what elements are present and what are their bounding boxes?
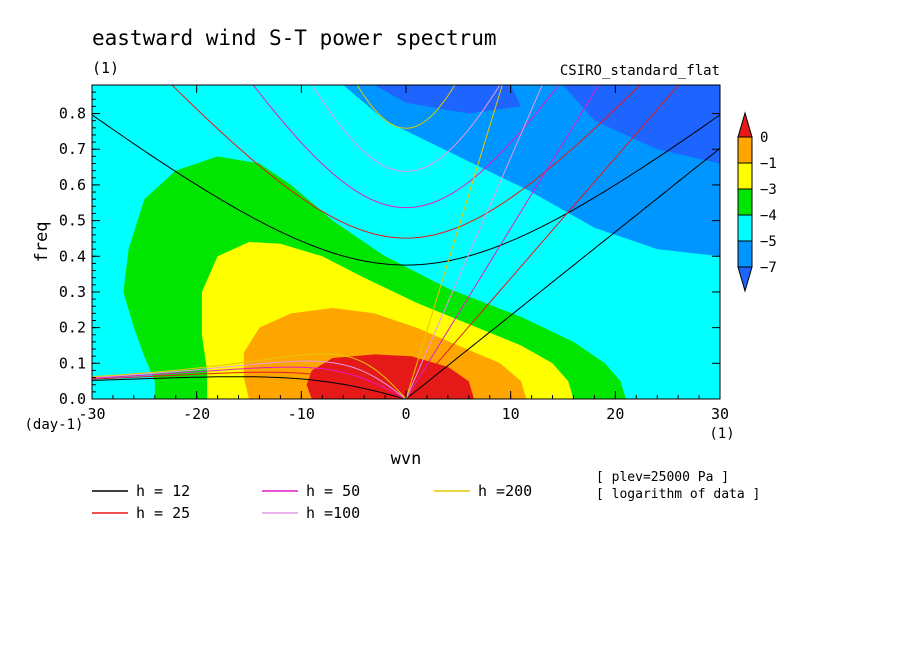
colorbar-segment — [737, 162, 753, 190]
x-tick-label: 30 — [711, 405, 729, 423]
colorbar-segment — [737, 240, 753, 268]
colorbar-label: −3 — [760, 182, 777, 198]
colorbar-segment — [737, 136, 753, 164]
x-tick-label: 20 — [606, 405, 624, 423]
gravity-curve-h12 — [92, 114, 720, 266]
y-axis: 0.0 0.1 0.2 0.3 0.4 0.5 0.6 0.7 0.8 — [59, 91, 720, 408]
chart-title: eastward wind S-T power spectrum — [92, 26, 497, 50]
colorbar: 0 −1 −3 −4 −5 −7 — [737, 111, 777, 293]
annotation-log: [ logarithm of data ] — [596, 487, 760, 502]
legend-label-h25: h = 25 — [136, 504, 190, 522]
y-tick-label: 0.8 — [59, 105, 86, 123]
gravity-curve-h100 — [311, 85, 501, 172]
legend-label-h50: h = 50 — [306, 482, 360, 500]
gravity-curve-h200 — [356, 85, 456, 129]
colorbar-label: −1 — [760, 156, 777, 172]
kelvin-curve-h200 — [405, 85, 503, 399]
colorbar-bottom-arrow — [737, 266, 753, 293]
y-axis-units: (day-1) — [24, 417, 83, 433]
y-tick-label: 0.7 — [59, 140, 86, 158]
y-tick-label: 0.1 — [59, 354, 86, 372]
x-tick-label: 10 — [502, 405, 520, 423]
plot-area — [92, 85, 720, 399]
rossby-curve-h50 — [92, 366, 407, 399]
x-axis-units: (1) — [709, 426, 734, 442]
y-tick-label: 0.5 — [59, 212, 86, 230]
y-tick-label: 0.4 — [59, 247, 86, 265]
colorbar-top-arrow — [737, 111, 753, 138]
kelvin-curve-h25 — [405, 85, 680, 399]
annotation-plev: [ plev=25000 Pa ] — [596, 470, 729, 485]
gravity-curve-h25 — [171, 85, 641, 239]
legend-label-h200: h =200 — [478, 482, 532, 500]
rossby-curve-h200 — [92, 353, 407, 399]
legend-label-h100: h =100 — [306, 504, 360, 522]
rossby-curve-h100 — [92, 360, 407, 399]
rossby-curve-h12 — [92, 376, 407, 399]
kelvin-curve-h50 — [405, 85, 600, 399]
colorbar-label: 0 — [760, 130, 768, 146]
dataset-label: CSIRO_standard_flat — [560, 63, 720, 79]
x-tick-label: -20 — [183, 405, 210, 423]
contour-band-below-minus7-east — [563, 85, 720, 164]
y-tick-label: 0.2 — [59, 319, 86, 337]
colorbar-segment — [737, 188, 753, 216]
colorbar-label: −7 — [760, 260, 777, 276]
gravity-curve-h50 — [252, 85, 560, 209]
x-tick-label: 0 — [401, 405, 410, 423]
kelvin-curve-h100 — [405, 85, 543, 399]
contour-band-below-minus7 — [374, 85, 522, 114]
title-units: (1) — [92, 59, 119, 77]
y-tick-label: 0.6 — [59, 176, 86, 194]
x-tick-label: -10 — [288, 405, 315, 423]
y-axis-label: freq — [32, 222, 52, 263]
rossby-curve-h25 — [92, 371, 407, 399]
x-axis: -30 -20 -10 0 10 20 30 — [78, 85, 729, 423]
legend: h = 12 h = 25 h = 50 h =100 h =200 — [92, 482, 532, 522]
y-tick-label: 0.3 — [59, 283, 86, 301]
y-tick-label: 0.0 — [59, 390, 86, 408]
colorbar-segment — [737, 214, 753, 242]
colorbar-label: −4 — [760, 208, 777, 224]
x-tick-label: -30 — [78, 405, 105, 423]
colorbar-label: −5 — [760, 234, 777, 250]
kelvin-curve-h12 — [405, 147, 720, 399]
legend-label-h12: h = 12 — [136, 482, 190, 500]
x-axis-label: wvn — [391, 449, 422, 469]
